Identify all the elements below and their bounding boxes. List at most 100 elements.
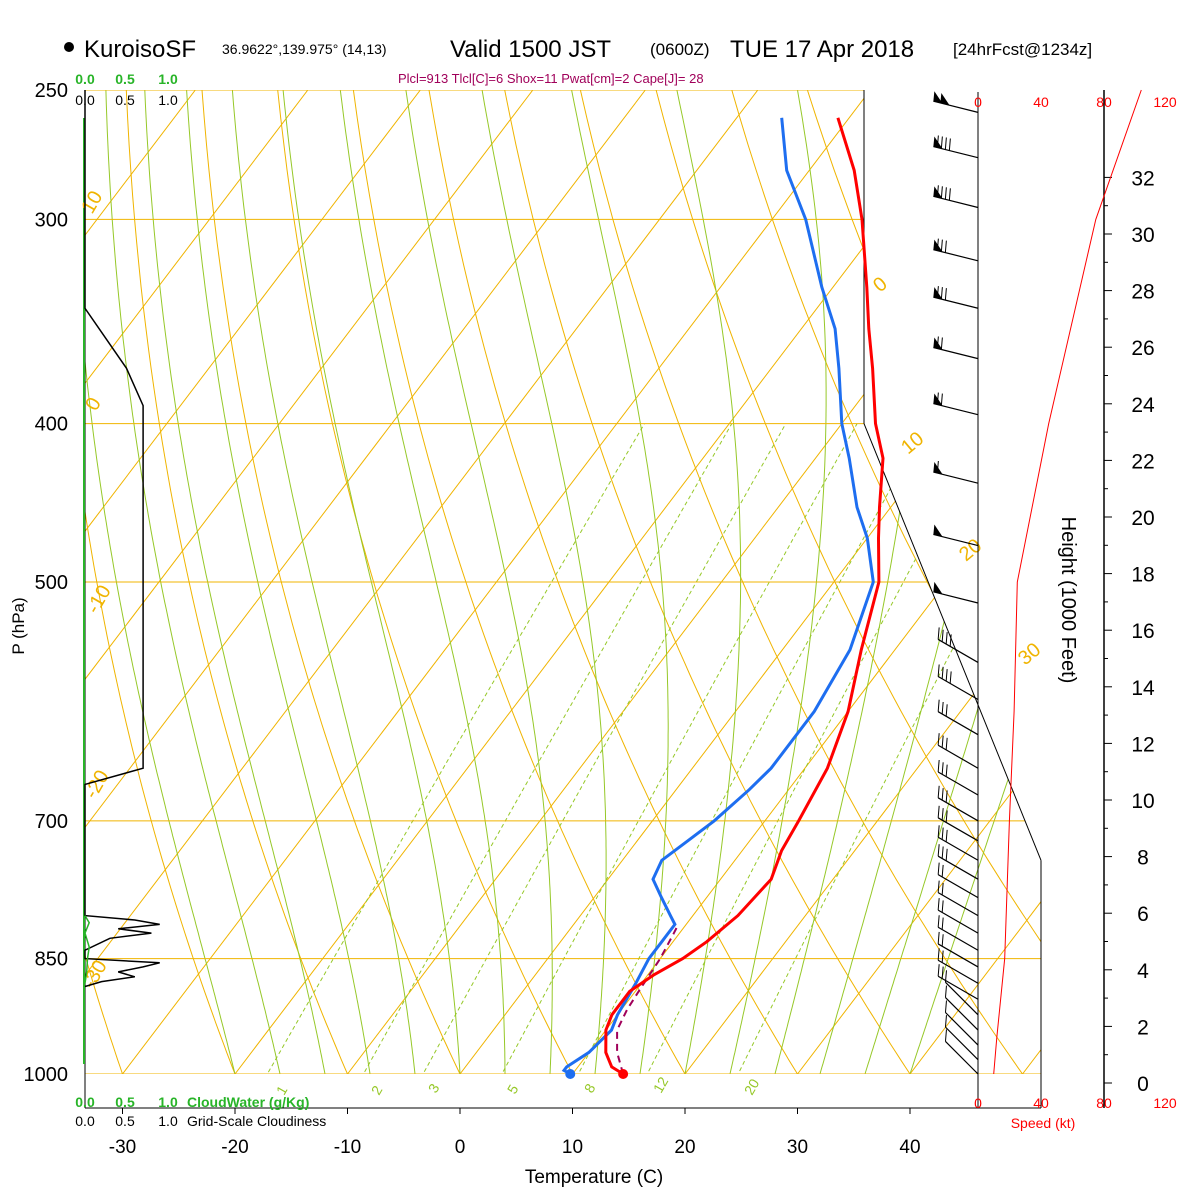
- dry-adiabat-line: [85, 90, 123, 1074]
- dry-adiabat-line: [85, 90, 236, 1074]
- wind-barb-feather: [936, 336, 939, 349]
- wind-barb-feather: [937, 915, 940, 928]
- wind-barb: [937, 664, 979, 701]
- wind-barb: [937, 825, 979, 861]
- wind-barb-feather: [948, 188, 951, 201]
- speed-tick-top: 40: [1033, 94, 1049, 110]
- wind-barb-feather: [937, 825, 940, 838]
- moist-adiabat-line: [339, 90, 506, 1074]
- height-tick-label: 32: [1131, 167, 1154, 190]
- wind-barb: [937, 898, 979, 934]
- wind-barb-feather: [936, 286, 939, 299]
- wind-barb: [933, 286, 979, 309]
- cloud-water-tick-bottom: 0.0: [75, 1094, 95, 1110]
- moist-adiabat-line: [186, 90, 371, 1074]
- wind-barb: [944, 1015, 979, 1061]
- height-tick-label: 22: [1131, 450, 1154, 473]
- pressure-tick-label: 500: [35, 572, 68, 594]
- cloud-water-tick-top: 1.0: [158, 71, 178, 87]
- wind-barb-feather: [944, 187, 947, 200]
- wind-barb-feather: [937, 664, 940, 677]
- wind-barb-feather: [945, 810, 948, 823]
- wind-barb-feather: [945, 632, 948, 645]
- wind-barb-staff: [933, 402, 979, 416]
- wind-barb-feather: [941, 762, 944, 775]
- wind-barb-staff: [933, 195, 979, 209]
- forecast-date: TUE 17 Apr 2018: [730, 36, 914, 63]
- isotherm-line: [85, 90, 309, 1074]
- moist-adiabat-line: [571, 90, 669, 1074]
- wind-barb-feather: [941, 934, 944, 947]
- height-tick-label: 14: [1131, 677, 1155, 700]
- frame-diagonal: [863, 423, 1042, 861]
- wind-barb-feather: [944, 1000, 947, 1013]
- wind-barb-staff: [933, 591, 979, 604]
- wind-barb-staff: [937, 943, 979, 968]
- moist-adiabat-line: [864, 90, 1041, 1074]
- isotherm-label: 30: [1014, 639, 1045, 670]
- wind-barb: [937, 733, 979, 769]
- wind-barb-flag: [940, 92, 950, 105]
- cloudiness-tick-bottom: 0.0: [75, 1113, 95, 1129]
- wind-barb-staff: [933, 145, 979, 159]
- wind-barb: [937, 844, 979, 880]
- moist-adiabat-line: [481, 90, 607, 1074]
- wind-barb-feather: [936, 135, 939, 148]
- cloud-water-tick-bottom: 0.5: [115, 1094, 135, 1110]
- wind-barb-feather: [941, 950, 944, 963]
- cloudiness-tick-top: 1.0: [158, 92, 178, 108]
- moist-adiabat-line: [909, 90, 1041, 1074]
- wind-barb: [933, 135, 979, 159]
- wind-barb-feather: [937, 844, 940, 857]
- height-tick-label: 10: [1131, 790, 1154, 813]
- height-tick-label: 26: [1131, 337, 1154, 360]
- wind-barb-feather: [936, 185, 939, 198]
- y-axis-title: P (hPa): [9, 597, 28, 654]
- height-tick-label: 24: [1131, 394, 1155, 417]
- wind-barb-staff: [945, 1026, 979, 1061]
- mixing-ratio-label: 8: [581, 1081, 599, 1096]
- wind-barb-staff: [933, 100, 979, 113]
- isotherm-label: 0: [869, 273, 892, 297]
- wind-barb-feather: [940, 136, 943, 149]
- height-tick-label: 28: [1131, 281, 1154, 304]
- mixing-ratio-label: 3: [425, 1081, 443, 1096]
- wind-barb: [933, 336, 979, 360]
- height-tick-label: 20: [1131, 507, 1154, 530]
- wind-barb-feather: [941, 864, 944, 877]
- pressure-tick-label: 850: [35, 949, 68, 971]
- wind-barb: [937, 805, 979, 842]
- speed-tick-top: 0: [974, 94, 982, 110]
- wind-barb-flag: [933, 581, 943, 594]
- wind-barb-feather: [936, 392, 939, 405]
- wind-barb-feather: [937, 964, 940, 977]
- wind-barb-feather: [949, 671, 952, 684]
- wind-barb-staff: [945, 1041, 979, 1075]
- wind-speed-profile-line: [993, 89, 1142, 1075]
- dry-adiabat-line: [655, 90, 1041, 1074]
- temperature-tick-label: -10: [334, 1137, 361, 1158]
- wind-barb-feather: [940, 393, 943, 406]
- pressure-tick-label: 700: [35, 811, 68, 833]
- wind-barb-feather: [945, 704, 948, 717]
- wind-barb-feather: [941, 666, 944, 679]
- wind-barb-feather: [945, 669, 948, 682]
- mixing-ratio-line: [559, 423, 927, 1074]
- wind-barb-feather: [941, 900, 944, 913]
- wind-barb-feather: [944, 240, 947, 253]
- profile-layer: [561, 117, 885, 1079]
- wind-barb-staff: [945, 981, 979, 1016]
- wind-barb-feather: [937, 931, 940, 944]
- speed-tick-top: 120: [1153, 94, 1177, 110]
- wind-barb-staff: [937, 926, 979, 951]
- cloud-layer: [84, 90, 160, 988]
- wind-barb-flag: [933, 91, 943, 104]
- wind-barb-feather: [941, 701, 944, 715]
- wind-barb-layer: [933, 91, 979, 1108]
- wind-barb-staff: [937, 909, 979, 934]
- wind-barb-feather: [937, 862, 940, 875]
- wind-barb-feather: [948, 138, 951, 151]
- wind-barb-staff: [945, 997, 979, 1031]
